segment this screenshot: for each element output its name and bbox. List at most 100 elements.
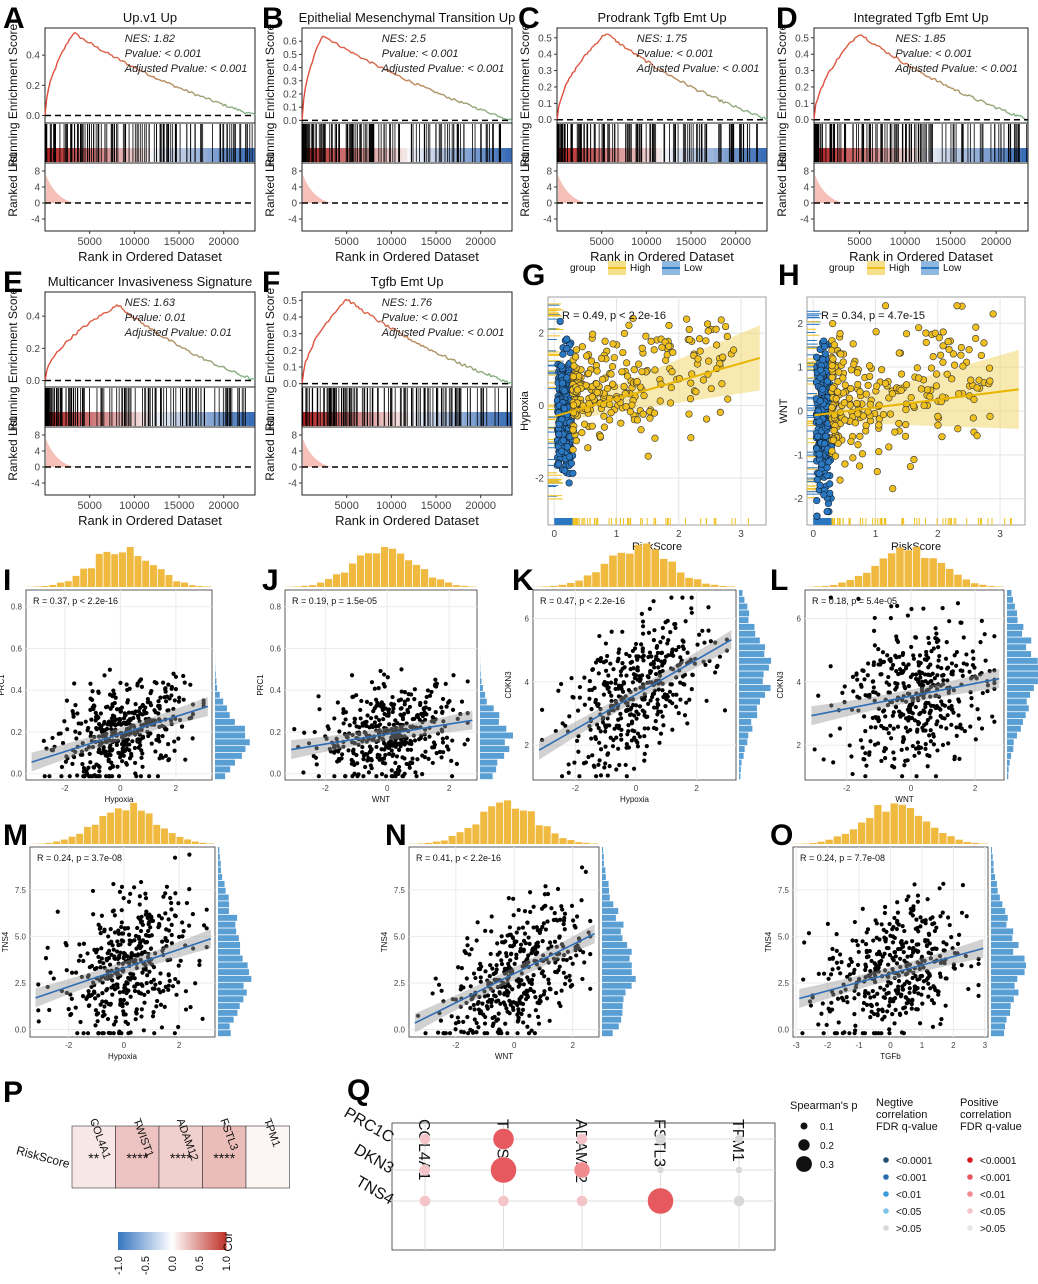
es-curve-segment [687, 84, 691, 88]
high-group-point [957, 351, 965, 359]
right-histogram-bar [480, 725, 507, 732]
data-point [641, 658, 646, 663]
top-histogram-bar [549, 585, 558, 587]
data-point [398, 723, 404, 728]
rank-color-band [155, 148, 161, 162]
es-curve-segment [635, 52, 639, 57]
data-point [591, 763, 596, 768]
stat-label: R = 0.37, p < 2.2e-16 [33, 596, 118, 606]
es-curve-segment [389, 327, 392, 330]
es-curve-segment [389, 70, 392, 74]
high-group-point [886, 410, 895, 418]
y-tick-label: 0.2 [26, 81, 40, 92]
high-group-point [950, 361, 959, 369]
es-curve-segment [508, 118, 511, 121]
data-point [393, 760, 398, 765]
panel-letter-B: B [262, 2, 284, 35]
data-point [354, 724, 359, 729]
top-histogram-bar [111, 554, 119, 587]
es-curve-segment [54, 62, 58, 69]
right-histogram-bar [215, 685, 218, 691]
es-curve-segment [317, 332, 321, 336]
data-point [147, 774, 152, 779]
data-point [108, 706, 113, 711]
top-histogram-bar [829, 584, 838, 587]
es-curve-segment [392, 327, 396, 330]
rank-color-band [238, 412, 245, 426]
es-curve-segment [422, 344, 426, 348]
data-point [414, 774, 419, 779]
high-group-point [633, 416, 642, 424]
high-group-point [569, 401, 578, 409]
data-point [366, 755, 371, 761]
y-tick-label: 0.0 [283, 116, 297, 127]
data-point [609, 693, 614, 698]
es-curve-segment [596, 40, 600, 44]
data-point [454, 761, 459, 766]
data-point [385, 675, 390, 680]
es-curve-segment [637, 54, 640, 57]
es-curve-segment [117, 57, 121, 62]
rank-color-band [760, 148, 767, 162]
es-curve-segment [238, 374, 242, 377]
rank-color-band [641, 148, 647, 162]
right-histogram-bar [739, 691, 765, 698]
rank-color-band [412, 412, 418, 426]
data-point [44, 746, 49, 751]
es-curve-segment [317, 42, 321, 46]
data-point [110, 747, 115, 752]
data-point [600, 720, 606, 725]
high-group-point [724, 395, 732, 403]
es-curve-segment [659, 68, 663, 71]
data-point [665, 694, 670, 699]
data-point [110, 694, 115, 699]
rank-frame [44, 162, 256, 232]
data-point [118, 680, 123, 685]
rank-color-band [459, 412, 465, 426]
right-histogram-bar [1007, 746, 1014, 753]
es-curve-segment [67, 38, 71, 44]
data-point [410, 756, 415, 761]
es-curve-segment [707, 94, 710, 97]
right-histogram-bar [739, 732, 749, 739]
data-point [596, 725, 601, 731]
high-group-point [936, 351, 945, 359]
data-point [73, 729, 78, 734]
data-point [669, 682, 674, 687]
es-curve-segment [203, 359, 207, 362]
high-group-point [829, 320, 837, 328]
data-point [717, 654, 723, 659]
es-curve-segment [471, 105, 474, 109]
data-point [603, 744, 608, 749]
top-histogram-bar [301, 585, 309, 587]
es-curve-segment [318, 38, 322, 43]
data-point [96, 689, 101, 694]
right-histogram-bar [1007, 739, 1014, 746]
data-point [430, 760, 435, 766]
data-point [434, 751, 439, 756]
x-tick-label: 2 [174, 784, 179, 793]
right-histogram-bar [480, 678, 482, 685]
es-curve-segment [63, 340, 67, 346]
data-point [124, 760, 129, 766]
top-histogram-bar [676, 572, 685, 587]
data-point [63, 759, 69, 764]
es-curve-segment [598, 38, 602, 42]
data-point [603, 761, 608, 766]
low-group-point [823, 507, 831, 516]
data-point [647, 606, 652, 612]
data-point [635, 731, 641, 736]
es-curve-segment [700, 89, 703, 93]
right-histogram-bar [480, 773, 493, 780]
es-curve-segment [638, 55, 642, 58]
data-point [98, 711, 104, 716]
data-point [87, 751, 92, 756]
data-point [341, 721, 346, 726]
high-group-point [712, 341, 721, 349]
es-curve-segment [123, 60, 126, 63]
top-histogram-bar [592, 572, 600, 587]
es-curve-segment [116, 304, 120, 308]
high-group-point [625, 321, 633, 329]
high-group-point [584, 444, 592, 452]
